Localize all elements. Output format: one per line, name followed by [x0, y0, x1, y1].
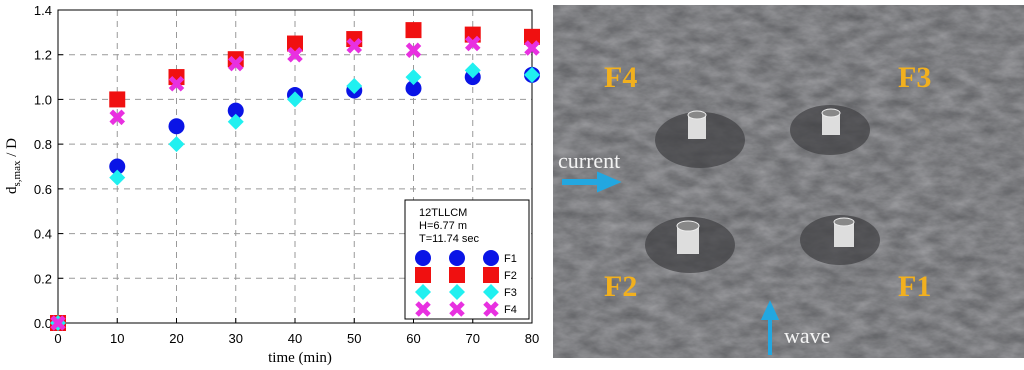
- legend-label: F4: [504, 304, 517, 316]
- legend-label: F2: [504, 270, 517, 282]
- photo: F4 F3 F2 F1 current wave: [553, 5, 1024, 358]
- point: [168, 118, 185, 135]
- point: [50, 315, 66, 331]
- point: [227, 102, 244, 119]
- legend-marker: [483, 301, 499, 317]
- current-label: current: [558, 148, 620, 173]
- legend-label: F1: [504, 253, 517, 265]
- y-tick-label: 1.0: [34, 92, 52, 107]
- legend-title: H=6.77 m: [419, 220, 467, 232]
- sand-texture: [553, 5, 1024, 358]
- x-axis-label: time (min): [268, 350, 332, 366]
- legend-marker: [483, 284, 499, 300]
- point: [405, 22, 422, 39]
- point: [464, 62, 481, 79]
- x-tick-label: 10: [110, 331, 124, 346]
- plot-frame: [57, 9, 533, 324]
- legend-label: F3: [504, 287, 517, 299]
- legend-marker: [415, 267, 431, 283]
- pile-label: F1: [898, 270, 931, 303]
- legend-marker: [449, 267, 465, 283]
- pile: [821, 108, 841, 135]
- legend-title: 12TLLCM: [419, 207, 467, 219]
- point: [168, 76, 185, 92]
- legend-marker: [449, 301, 465, 317]
- x-tick-label: 40: [288, 331, 302, 346]
- point: [346, 78, 363, 95]
- point: [524, 66, 540, 83]
- pile-label: F4: [604, 61, 637, 94]
- point: [109, 91, 126, 108]
- point: [405, 69, 422, 86]
- current-arrow: [562, 171, 622, 193]
- x-tick-label: 20: [169, 331, 183, 346]
- point: [109, 169, 126, 186]
- legend-marker: [449, 284, 465, 300]
- pile: [833, 217, 855, 247]
- x-tick-label: 50: [347, 331, 361, 346]
- pile: [687, 110, 707, 139]
- y-tick-label: 1.4: [34, 3, 52, 18]
- y-axis-label: ds,max / D: [4, 138, 23, 194]
- legend-marker: [483, 267, 499, 283]
- point: [168, 136, 185, 153]
- y-tick-label: 0.6: [34, 182, 52, 197]
- y-label-part: / D: [4, 138, 20, 161]
- legend-marker: [449, 250, 465, 266]
- point: [227, 55, 244, 72]
- scour-hole: [655, 112, 745, 168]
- legend-marker: [483, 250, 499, 266]
- point: [405, 80, 422, 97]
- x-tick-label: 80: [525, 331, 539, 346]
- pile-label: F2: [604, 270, 637, 303]
- y-tick-label: 0.4: [34, 227, 52, 242]
- point: [346, 38, 363, 54]
- point: [405, 42, 422, 59]
- pile-label: F3: [898, 61, 931, 94]
- x-tick-label: 70: [466, 331, 480, 346]
- point: [464, 35, 481, 52]
- x-tick-label: 0: [54, 331, 61, 346]
- legend-title: T=11.74 sec: [419, 233, 480, 245]
- y-tick-label: 0.8: [34, 137, 52, 152]
- wave-label: wave: [784, 323, 830, 348]
- y-label-part: d: [4, 186, 20, 194]
- y-tick-label: 0.0: [34, 316, 52, 331]
- point: [109, 109, 126, 126]
- point: [109, 158, 126, 175]
- chart: time (min) ds,max / D 0.0 0.2 0.4 0.6 0.8 1.0…: [4, 3, 540, 366]
- y-label-sub: s,max: [11, 160, 23, 186]
- x-tick-label: 30: [229, 331, 243, 346]
- point: [287, 91, 303, 108]
- y-tick-label: 0.2: [34, 271, 52, 286]
- point: [524, 40, 540, 56]
- point: [287, 46, 303, 63]
- x-tick-label: 60: [406, 331, 420, 346]
- pile: [676, 220, 700, 254]
- wave-arrow: [760, 300, 780, 355]
- y-tick-label: 1.2: [34, 48, 52, 63]
- legend-marker: [415, 301, 431, 317]
- point: [227, 113, 244, 130]
- legend-marker: [415, 284, 431, 300]
- legend-marker: [415, 250, 431, 266]
